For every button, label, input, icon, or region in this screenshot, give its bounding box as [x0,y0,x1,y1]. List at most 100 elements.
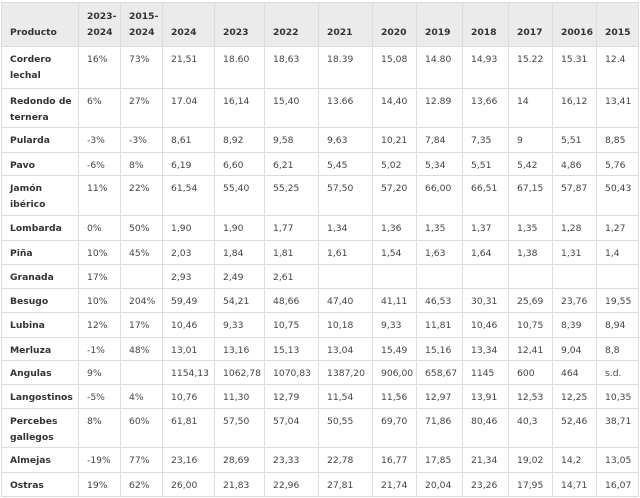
value-cell [508,264,553,289]
value-cell: 55,40 [214,175,265,216]
value-cell: 77% [120,447,163,473]
table-row: Granada 17% 2,93 2,49 2,61 [1,264,639,289]
value-cell: 1062,78 [214,360,265,385]
value-cell: 48,66 [264,288,319,313]
value-cell: 10% [78,288,121,313]
column-header: Producto [1,2,79,47]
value-cell: 1,61 [318,240,373,265]
value-cell: 8,94 [596,312,639,338]
value-cell: 8% [78,408,121,448]
column-header: 2020 [372,2,417,47]
table-row: Merluza -1% 48% 13,01 13,16 15,13 13,04 15,49 15… [1,337,639,361]
value-cell: 59,49 [162,288,215,313]
value-cell: 14,2 [552,447,597,473]
value-cell: 16,12 [552,88,597,128]
table-row: Almejas -19% 77% 23,16 28,69 23,33 22,78 16,77 1… [1,447,639,473]
value-cell: 1,54 [372,240,417,265]
value-cell: 10% [78,240,121,265]
column-header: 2018 [462,2,509,47]
value-cell: 9,33 [214,312,265,338]
table-row: Percebes gallegos 8% 60% 61,81 57,50 57,04 50,… [1,408,639,448]
value-cell: 10,46 [162,312,215,338]
value-cell: 66,00 [416,175,463,216]
value-cell: 17.04 [162,88,215,128]
value-cell: 18.60 [214,46,265,89]
value-cell: 1070,83 [264,360,319,385]
value-cell: -3% [120,127,163,153]
value-cell: 18,63 [264,46,319,89]
table-row: Angulas 9% 1154,13 1062,78 1070,83 1387,20 906… [1,360,639,385]
value-cell: -1% [78,337,121,361]
value-cell: 1,63 [416,240,463,265]
value-cell: 600 [508,360,553,385]
value-cell: 9% [78,360,121,385]
value-cell: 1,90 [162,215,215,241]
value-cell: 13,01 [162,337,215,361]
value-cell: 30,31 [462,288,509,313]
value-cell: 11,30 [214,384,265,409]
value-cell: 9,04 [552,337,597,361]
value-cell: 8,39 [552,312,597,338]
product-name-cell: Almejas [1,447,79,473]
value-cell: 2,03 [162,240,215,265]
value-cell [372,264,417,289]
value-cell: 11% [78,175,121,216]
product-name-cell: Pavo [1,152,79,176]
value-cell: 45% [120,240,163,265]
value-cell: 23,33 [264,447,319,473]
value-cell: 17% [120,312,163,338]
value-cell: 28,69 [214,447,265,473]
value-cell: 5,45 [318,152,373,176]
value-cell: 46,53 [416,288,463,313]
value-cell: 11,54 [318,384,373,409]
value-cell: 0% [78,215,121,241]
value-cell: 11,81 [416,312,463,338]
value-cell: 19,02 [508,447,553,473]
value-cell: 80,46 [462,408,509,448]
value-cell: 22,96 [264,472,319,497]
value-cell: 6% [78,88,121,128]
value-cell: 8,61 [162,127,215,153]
product-name-cell: Besugo [1,288,79,313]
value-cell: 13,05 [596,447,639,473]
value-cell [120,264,163,289]
value-cell: 22,78 [318,447,373,473]
value-cell: 9,63 [318,127,373,153]
value-cell: 52,46 [552,408,597,448]
value-cell: 57,20 [372,175,417,216]
value-cell: 27% [120,88,163,128]
column-header: 2019 [416,2,463,47]
value-cell: 21,34 [462,447,509,473]
value-cell: 6,19 [162,152,215,176]
value-cell: 11,56 [372,384,417,409]
column-header: 2017 [508,2,553,47]
value-cell: 17% [78,264,121,289]
value-cell: 15.31 [552,46,597,89]
value-cell: 21,51 [162,46,215,89]
value-cell: 66,51 [462,175,509,216]
value-cell: 50,55 [318,408,373,448]
column-header: 2015 [596,2,639,47]
table-row: Lubina 12% 17% 10,46 9,33 10,75 10,18 9,33 11,81… [1,312,639,338]
table-row: Besugo 10% 204% 59,49 54,21 48,66 47,40 41,11 46… [1,288,639,313]
value-cell: 50,43 [596,175,639,216]
value-cell: 13,41 [596,88,639,128]
value-cell: 21,83 [214,472,265,497]
value-cell: 1,35 [416,215,463,241]
value-cell: 10,75 [264,312,319,338]
value-cell: 16,07 [596,472,639,497]
value-cell: 15,13 [264,337,319,361]
value-cell: 10,76 [162,384,215,409]
value-cell: 19,55 [596,288,639,313]
value-cell: 13,66 [462,88,509,128]
value-cell: 27,81 [318,472,373,497]
value-cell: 15,49 [372,337,417,361]
value-cell: 2,61 [264,264,319,289]
value-cell: 204% [120,288,163,313]
value-cell: 62% [120,472,163,497]
value-cell: 14 [508,88,553,128]
value-cell: 5,42 [508,152,553,176]
value-cell: 55,25 [264,175,319,216]
value-cell: 13,91 [462,384,509,409]
value-cell: 18.39 [318,46,373,89]
